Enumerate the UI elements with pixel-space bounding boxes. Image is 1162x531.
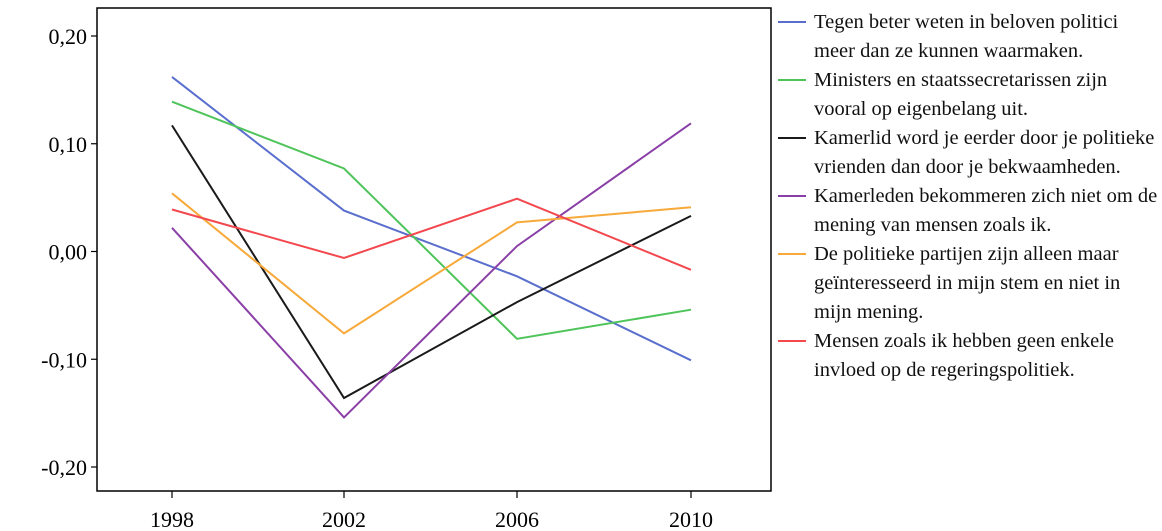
legend-label: De politieke partijen zijn alleen maar g… <box>814 243 1121 323</box>
y-tick-label: -0,20 <box>41 455 87 480</box>
legend-label: Ministers en staatssecretarissen zijn vo… <box>814 69 1108 120</box>
series-line-2 <box>171 100 692 340</box>
legend-swatch <box>778 195 806 197</box>
series-line-1 <box>171 76 692 362</box>
legend-swatch <box>778 253 806 255</box>
x-tick-label: 2002 <box>322 507 366 531</box>
legend-swatch <box>778 137 806 139</box>
legend-item: Kamerleden bekommeren zich niet om de me… <box>778 182 1162 240</box>
plot-area <box>96 7 772 492</box>
y-tick-label: -0,10 <box>41 347 87 372</box>
y-tick-label: 0,00 <box>49 240 88 265</box>
x-tick-label: 2010 <box>669 507 713 531</box>
x-axis: 1998 2002 2006 2010 <box>150 491 713 531</box>
legend-item: De politieke partijen zijn alleen maar g… <box>778 240 1162 327</box>
legend-item: Kamerlid word je eerder door je politiek… <box>778 124 1162 182</box>
x-tick-label: 1998 <box>150 507 194 531</box>
x-tick-label: 2006 <box>495 507 539 531</box>
legend-swatch <box>778 79 806 81</box>
legend: Tegen beter weten in beloven politici me… <box>778 8 1162 385</box>
y-tick-label: 0,10 <box>49 132 88 157</box>
legend-swatch <box>778 21 806 23</box>
legend-item: Ministers en staatssecretarissen zijn vo… <box>778 66 1162 124</box>
series-line-5 <box>171 192 692 335</box>
legend-label: Kamerlid word je eerder door je politiek… <box>814 127 1155 178</box>
series-line-3 <box>171 124 692 400</box>
y-axis: 0,20 0,10 0,00 -0,10 -0,20 <box>41 24 97 480</box>
y-tick-label: 0,20 <box>49 24 88 49</box>
legend-item: Tegen beter weten in beloven politici me… <box>778 8 1162 66</box>
legend-swatch <box>778 340 806 342</box>
legend-label: Mensen zoals ik hebben geen enkele invlo… <box>814 330 1114 381</box>
series-line-4 <box>171 122 692 419</box>
legend-label: Kamerleden bekommeren zich niet om de me… <box>814 185 1158 236</box>
legend-item: Mensen zoals ik hebben geen enkele invlo… <box>778 327 1162 385</box>
series-line-6 <box>171 197 692 271</box>
legend-label: Tegen beter weten in beloven politici me… <box>814 11 1119 62</box>
series-lines <box>171 76 692 419</box>
